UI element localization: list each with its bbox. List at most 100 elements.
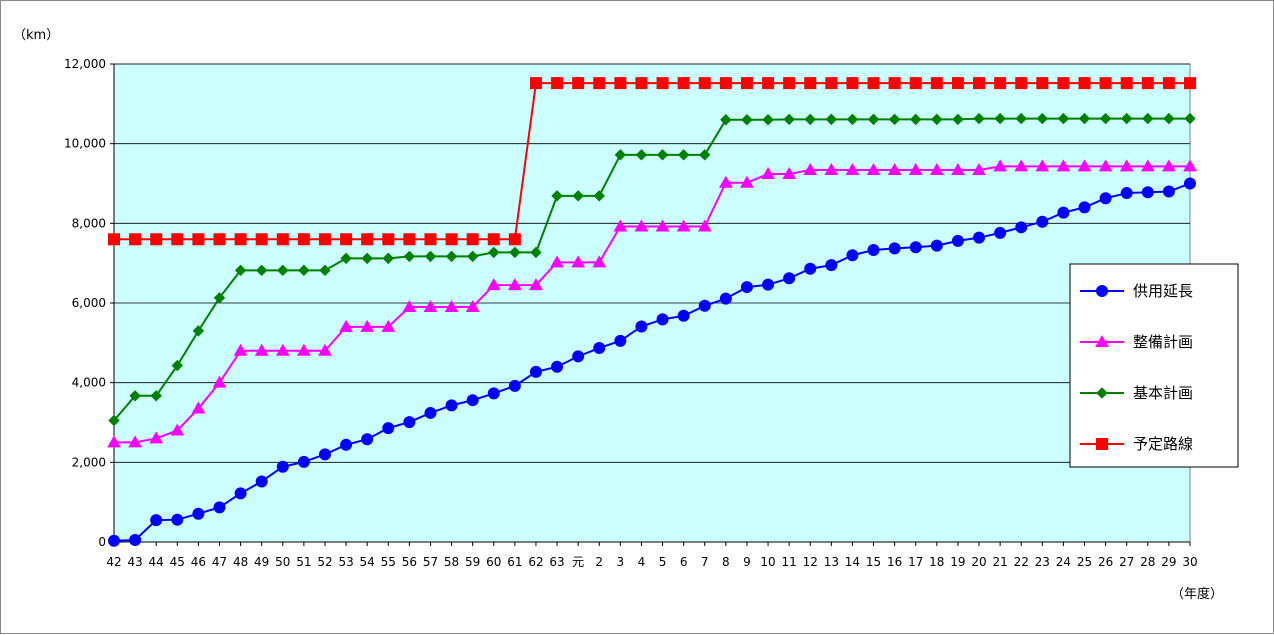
data-point: [676, 219, 691, 232]
data-point: [277, 264, 289, 277]
data-point: [929, 162, 944, 175]
x-tick-label: 44: [149, 555, 164, 569]
x-tick-label: 13: [824, 555, 839, 569]
x-tick-label: 10: [760, 555, 775, 569]
data-point: [508, 379, 521, 392]
data-point: [1056, 159, 1071, 172]
x-tick-label: 43: [127, 555, 142, 569]
data-point: [994, 112, 1006, 125]
x-tick-label: 46: [191, 555, 206, 569]
data-point: [171, 359, 184, 372]
data-point: [698, 77, 711, 90]
x-tick-label: 50: [275, 555, 290, 569]
data-point: [783, 77, 796, 90]
data-point: [1141, 77, 1154, 90]
data-point: [171, 233, 184, 246]
data-point: [129, 233, 142, 246]
data-point: [1120, 77, 1133, 90]
data-point: [1057, 112, 1070, 125]
data-point: [994, 226, 1007, 239]
data-point: [445, 399, 458, 412]
data-point: [466, 250, 479, 263]
data-point: [255, 233, 268, 246]
data-point: [1120, 187, 1133, 200]
series-line: [113, 117, 1190, 422]
data-point: [171, 513, 184, 526]
data-point: [614, 77, 627, 90]
data-point: [1184, 177, 1196, 190]
x-tick-label: 59: [465, 555, 480, 569]
data-point: [593, 77, 606, 90]
data-point: [1015, 77, 1028, 90]
x-tick-label: 20: [971, 555, 986, 569]
x-tick-label: 5: [659, 555, 667, 569]
data-point: [845, 162, 860, 175]
y-tick-label: 8,000: [72, 216, 106, 230]
data-point: [445, 250, 458, 263]
x-tick-label: 6: [680, 555, 688, 569]
data-point: [1078, 112, 1091, 125]
data-point: [908, 162, 923, 175]
data-point: [192, 233, 205, 246]
x-tick-label: 17: [908, 555, 923, 569]
data-point: [150, 514, 163, 527]
data-point: [804, 77, 817, 90]
data-point: [361, 433, 374, 446]
data-point: [846, 77, 859, 90]
data-point: [403, 416, 416, 429]
data-point: [550, 255, 564, 268]
x-tick-label: 23: [1035, 555, 1050, 569]
data-point: [1036, 112, 1049, 125]
series-line: [114, 82, 1190, 241]
data-point: [973, 112, 985, 125]
data-point: [107, 435, 121, 448]
x-tick-label: 55: [381, 555, 396, 569]
data-point: [234, 487, 247, 500]
data-point: [740, 281, 753, 294]
data-point: [973, 231, 986, 244]
data-point: [466, 233, 479, 246]
data-point: [340, 252, 352, 265]
series-triangle: [107, 159, 1197, 448]
x-tick-label: 2: [595, 555, 603, 569]
data-point: [655, 219, 670, 232]
x-tick-label: 52: [317, 555, 332, 569]
data-point: [551, 77, 564, 90]
data-point: [382, 252, 394, 265]
data-point: [888, 113, 901, 126]
y-tick-label: 12,000: [64, 57, 106, 71]
data-point: [1099, 192, 1112, 205]
legend-box: [1069, 263, 1239, 468]
data-point: [318, 233, 331, 246]
data-point: [930, 77, 943, 90]
x-tick-label: 14: [845, 555, 860, 569]
data-point: [718, 175, 733, 188]
y-axis-ticks: 0 2,000 4,000 6,000 8,000 10,000 12,000: [64, 57, 114, 549]
data-point: [318, 448, 331, 461]
x-tick-label: 16: [887, 555, 902, 569]
data-point: [866, 162, 881, 175]
data-point: [762, 77, 775, 90]
data-point: [530, 246, 542, 259]
data-point: [1120, 112, 1133, 125]
x-tick-label: 56: [402, 555, 417, 569]
data-point: [275, 343, 290, 356]
data-point: [1142, 112, 1154, 125]
data-point: [930, 239, 943, 252]
data-point: [213, 501, 226, 514]
data-point: [931, 113, 943, 126]
x-tick-label: 9: [743, 555, 751, 569]
data-point: [213, 292, 226, 304]
x-tick-label: 53: [338, 555, 353, 569]
data-point: [1162, 77, 1175, 90]
data-point: [129, 534, 142, 547]
x-tick-label: 7: [701, 555, 709, 569]
data-point: [444, 299, 459, 312]
data-point: [445, 233, 458, 246]
data-point: [762, 114, 774, 126]
data-point: [551, 360, 564, 373]
data-point: [909, 241, 922, 254]
data-point: [994, 77, 1007, 90]
data-point: [867, 244, 880, 257]
